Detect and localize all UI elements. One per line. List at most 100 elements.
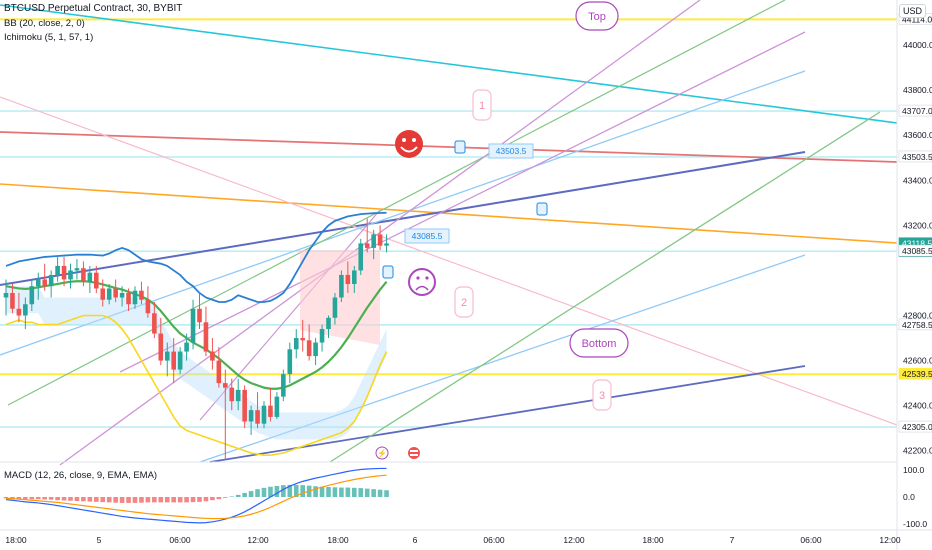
candle-body xyxy=(326,317,331,330)
ichimoku-legend: Ichimoku (5, 1, 57, 1) xyxy=(4,32,94,43)
us-flag-event-icon xyxy=(408,447,420,459)
macd-histogram-bar xyxy=(29,497,35,500)
top-annotation-label: Top xyxy=(588,11,606,23)
candle-body xyxy=(261,405,267,424)
macd-histogram-bar xyxy=(139,497,144,503)
symbol-legend: BTCUSD Perpetual Contract, 30, BYBIT xyxy=(4,3,183,14)
wave-label-3-label: 3 xyxy=(599,390,605,402)
price-tick-label: 43400.0 xyxy=(903,175,932,185)
top-annotation: Top xyxy=(575,1,619,31)
price-label-text: 42539.5 xyxy=(902,369,932,379)
thumbs-up-icon xyxy=(536,202,548,216)
candle-body xyxy=(371,234,376,248)
trend-line xyxy=(199,209,381,421)
price-tick-label: 43800.0 xyxy=(903,85,932,95)
price-label-box xyxy=(898,150,932,163)
macd-histogram-bar xyxy=(235,494,241,497)
macd-histogram-bar xyxy=(203,497,209,502)
trend-line xyxy=(0,131,898,163)
currency-button[interactable]: USD xyxy=(898,4,926,18)
macd-histogram-bar xyxy=(132,497,138,503)
macd-histogram-bar xyxy=(210,497,215,501)
hand-pointer-icon xyxy=(454,140,466,154)
price-label-text: 42758.5 xyxy=(902,320,932,330)
macd-histogram-bar xyxy=(16,497,22,499)
time-axis-label: 18:00 xyxy=(327,535,349,545)
time-axis-label: 06:00 xyxy=(483,535,505,545)
macd-histogram-bar xyxy=(358,488,364,497)
candle-body xyxy=(152,313,157,334)
trend-line xyxy=(0,70,806,356)
price-note-a: 43503.5 xyxy=(488,143,534,159)
macd-histogram-bar xyxy=(81,497,86,502)
time-axis-label: 18:00 xyxy=(642,535,664,545)
price-note-b-shape xyxy=(404,228,450,244)
candle-body xyxy=(242,389,247,422)
price-tick-label: 42400.0 xyxy=(903,401,932,411)
candle-body xyxy=(61,265,67,280)
candle-body xyxy=(164,351,170,361)
price-label-text: 43707.0 xyxy=(902,106,932,116)
macd-histogram-bar xyxy=(61,497,67,501)
macd-histogram-bar xyxy=(300,485,305,497)
wave-label-1-label: 1 xyxy=(479,100,485,112)
candle-body xyxy=(377,234,383,246)
time-axis-label: 12:00 xyxy=(563,535,585,545)
macd-histogram-bar xyxy=(293,484,299,497)
macd-histogram-bar xyxy=(364,488,370,497)
macd-histogram-bar xyxy=(255,489,260,497)
macd-histogram-bar xyxy=(223,497,228,498)
candle-body xyxy=(16,308,22,316)
signal-line xyxy=(5,474,387,520)
price-tick-label: 42200.0 xyxy=(903,446,932,456)
wave-label-3-shape xyxy=(592,379,612,411)
macd-histogram-bar xyxy=(55,497,60,501)
ichimoku-cloud xyxy=(6,286,387,440)
macd-histogram-bar xyxy=(119,497,125,503)
macd-histogram-bar xyxy=(152,497,157,503)
candle-body xyxy=(42,279,47,287)
candle-body xyxy=(23,304,28,316)
candle-body xyxy=(345,274,351,284)
macd-histogram-bar xyxy=(339,487,344,497)
macd-histogram-bar xyxy=(3,497,9,499)
price-label-box xyxy=(898,318,932,331)
candle-body xyxy=(35,279,41,287)
candle-body xyxy=(68,270,73,280)
lightning-event-icon: ⚡ xyxy=(375,446,389,460)
macd-histogram-bar xyxy=(126,497,131,503)
macd-histogram-bar xyxy=(352,487,357,497)
candle-body xyxy=(74,268,80,271)
price-note-a-shape xyxy=(488,143,534,159)
price-tick-label: 44000.0 xyxy=(903,40,932,50)
bollinger-lower-line xyxy=(5,314,388,457)
trend-line xyxy=(0,4,898,124)
candle-body xyxy=(274,396,280,417)
svg-text:⚡: ⚡ xyxy=(377,448,387,458)
bollinger-mid-line xyxy=(5,280,388,390)
macd-histogram-bar xyxy=(35,497,41,500)
candle-body xyxy=(87,272,93,282)
macd-histogram-bar xyxy=(274,485,280,497)
macd-histogram-bar xyxy=(94,497,99,502)
macd-histogram-bar xyxy=(229,496,235,497)
price-note-b-label: 43085.5 xyxy=(412,231,443,241)
candle-body xyxy=(287,349,293,375)
time-axis-label: 06:00 xyxy=(169,535,191,545)
candle-body xyxy=(339,274,344,298)
wave-label-2-label: 2 xyxy=(461,297,467,309)
candle-body xyxy=(203,322,209,352)
bb-legend: BB (20, close, 2, 0) xyxy=(4,18,85,29)
top-annotation-shape xyxy=(575,1,619,31)
macd-histogram-bar xyxy=(268,486,273,497)
macd-histogram-bar xyxy=(319,486,325,497)
wave-label-2: 2 xyxy=(454,286,474,318)
candle-body xyxy=(106,288,112,300)
macd-axis-label: 0.0 xyxy=(903,492,915,502)
macd-histogram-bar xyxy=(261,487,267,497)
candle-body xyxy=(210,351,215,361)
candle-body xyxy=(384,243,389,246)
price-tick-label: 42600.0 xyxy=(903,356,932,366)
trend-line xyxy=(329,111,881,463)
